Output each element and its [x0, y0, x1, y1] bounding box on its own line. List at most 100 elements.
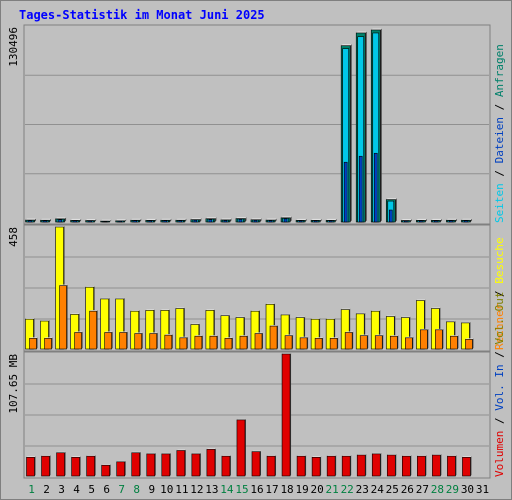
bar-dateien	[358, 155, 363, 223]
legend-entry: Volumen	[493, 431, 506, 477]
bar-rechner	[224, 338, 233, 350]
bar-volumen	[86, 455, 95, 477]
bar-rechner	[59, 285, 67, 350]
x-tick-label: 27	[416, 483, 429, 496]
bar-dateien	[283, 218, 288, 223]
bar-anfragen-top	[235, 217, 247, 219]
bar-rechner	[29, 338, 37, 350]
bar-dateien	[43, 220, 47, 223]
legend-entry: Vol. In	[493, 364, 506, 410]
bar-rechner	[104, 332, 112, 350]
bar-anfragen-top	[70, 218, 82, 221]
bar-dateien	[73, 220, 77, 223]
bar-anfragen-top	[266, 218, 277, 221]
bar-anfragen-top	[356, 31, 367, 33]
x-tick-label: 21	[326, 483, 339, 496]
bar-anfragen-top	[220, 218, 232, 220]
bar-dateien	[464, 220, 468, 223]
bar-anfragen-top	[100, 219, 112, 222]
bar-anfragen-side	[410, 219, 412, 222]
bar-rechner	[119, 332, 127, 350]
bar-dateien	[133, 220, 138, 223]
bar-anfragen-top	[145, 218, 157, 221]
bar-rechner	[74, 332, 82, 350]
x-tick-label: 16	[250, 483, 263, 496]
x-tick-label: 13	[205, 483, 218, 496]
bar-anfragen-side	[244, 217, 247, 222]
bar-dateien	[343, 161, 348, 223]
x-tick-label: 2	[43, 483, 50, 496]
bar-volumen	[56, 452, 65, 477]
bar-dateien	[193, 219, 198, 223]
bar-rechner	[465, 339, 473, 350]
bar-volumen	[281, 353, 291, 477]
legend-separator: /	[493, 345, 506, 365]
bar-rechner	[134, 333, 143, 350]
bar-rechner	[284, 335, 293, 350]
bar-anfragen-top	[296, 218, 307, 221]
bar-dateien	[373, 152, 378, 223]
bar-anfragen-top	[446, 218, 457, 221]
bar-anfragen-top	[40, 218, 52, 221]
x-tick-label: 7	[118, 483, 125, 496]
bar-anfragen-top	[175, 218, 187, 221]
bar-anfragen-side	[290, 216, 292, 222]
bar-anfragen-top	[205, 217, 217, 219]
bar-volumen	[191, 453, 201, 477]
bar-volumen	[432, 454, 441, 477]
bar-volumen	[296, 455, 306, 477]
bar-dateien	[388, 209, 393, 223]
bar-rechner	[209, 335, 218, 350]
y-axis-max-label-3: 107.65 MB	[7, 354, 20, 414]
bar-anfragen-side	[79, 218, 82, 222]
bar-volumen	[447, 455, 456, 477]
bar-volumen	[131, 452, 141, 477]
legend-panel-2: Rechner / Besuche	[493, 237, 506, 350]
bar-volumen	[206, 449, 216, 477]
x-tick-label: 15	[235, 483, 248, 496]
bar-anfragen-side	[94, 219, 97, 222]
bar-volumen	[176, 450, 186, 477]
bar-rechner	[420, 329, 428, 350]
bar-dateien	[449, 220, 453, 223]
bar-anfragen-side	[275, 218, 277, 222]
bar-anfragen-top	[85, 219, 97, 221]
bar-anfragen-side	[335, 218, 337, 222]
legend-entry: Anfragen	[493, 44, 506, 97]
bar-dateien	[238, 219, 243, 223]
y-axis-max-label-1: 130496	[7, 27, 20, 67]
bar-anfragen-top	[115, 219, 127, 221]
bar-anfragen-side	[124, 219, 127, 222]
bar-rechner	[89, 310, 97, 350]
y-axis-max-label-2: 458	[7, 227, 20, 247]
bar-dateien	[58, 219, 62, 223]
bar-rechner	[239, 335, 248, 350]
bar-dateien	[328, 220, 333, 223]
bar-anfragen-side	[259, 218, 262, 222]
bar-anfragen-side	[305, 218, 307, 222]
bar-anfragen-side	[470, 218, 472, 222]
bar-anfragen-side	[109, 219, 112, 222]
bar-anfragen-top	[160, 218, 172, 221]
x-tick-label: 19	[295, 483, 308, 496]
legend-separator: /	[493, 284, 506, 304]
bar-dateien	[163, 220, 168, 223]
legend-entry: Seiten	[493, 183, 506, 223]
bar-anfragen-top	[431, 218, 442, 221]
bar-volumen	[221, 455, 231, 477]
bar-rechner	[194, 335, 203, 350]
bar-dateien	[178, 220, 183, 223]
bar-volumen	[386, 454, 396, 477]
legend-separator: /	[493, 97, 506, 117]
bar-volumen	[311, 457, 321, 477]
x-tick-label: 1	[28, 483, 35, 496]
bar-anfragen-side	[34, 218, 36, 222]
bar-anfragen-top	[386, 198, 397, 200]
bar-anfragen-side	[380, 28, 382, 222]
bar-volumen	[236, 419, 246, 477]
x-tick-label: 18	[280, 483, 293, 496]
bar-dateien	[253, 220, 258, 223]
bar-volumen	[402, 455, 411, 477]
bar-anfragen-side	[214, 217, 217, 222]
bar-anfragen-side	[139, 218, 142, 222]
